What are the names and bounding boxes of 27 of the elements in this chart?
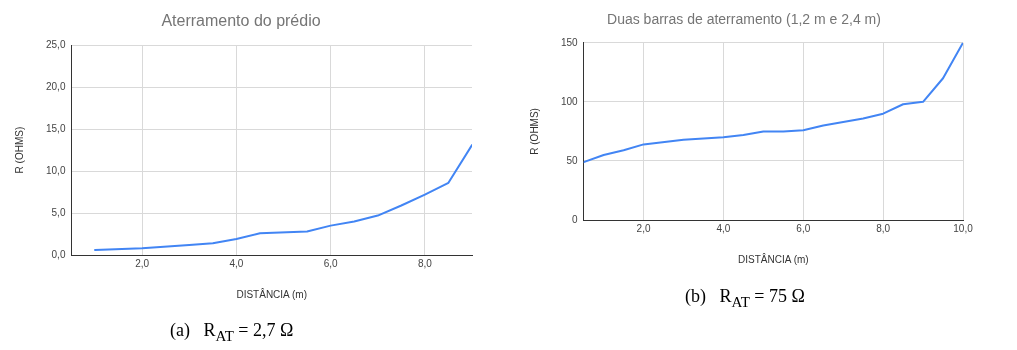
x-tick-label: 6,0 [323, 257, 339, 269]
y-tick-label: 5,0 [51, 206, 66, 218]
y-axis-title: R (OHMS) [13, 126, 25, 174]
x-axis-title: DISTÂNCIA (m) [738, 252, 809, 265]
y-tick-label: 25,0 [45, 38, 66, 50]
x-tick-label: 2,0 [636, 222, 651, 234]
y-tick-label: 10,0 [45, 164, 66, 176]
x-axis-title: DISTÂNCIA (m) [236, 287, 308, 300]
y-tick-label: 50 [566, 154, 579, 166]
x-tick-label: 4,0 [229, 257, 244, 269]
chart-title: Duas barras de aterramento (1,2 m e 2,4 m) [607, 11, 881, 28]
text: (b) R$_{AT}$ = 75 Ω [685, 286, 805, 311]
chart-title: Aterramento do prédio [161, 12, 321, 30]
y-tick-label: 150 [561, 36, 579, 48]
y-axis-title: R (OHMS) [528, 108, 540, 155]
x-tick-label: 4,0 [716, 222, 731, 234]
text: (a) R$_{AT}$ = 2,7 Ω [170, 320, 294, 345]
x-tick-label: 2,0 [135, 257, 150, 269]
y-tick-label: 20,0 [45, 80, 66, 92]
y-tick-label: 15,0 [45, 122, 66, 134]
y-tick-label: 100 [561, 95, 579, 107]
x-tick-label: 8,0 [876, 222, 891, 234]
y-tick-label: 0,0 [51, 248, 66, 260]
x-tick-label: 6,0 [796, 222, 811, 234]
x-tick-label: 10,0 [953, 222, 974, 234]
y-tick-label: 0 [572, 213, 579, 225]
x-tick-label: 8,0 [417, 257, 433, 269]
